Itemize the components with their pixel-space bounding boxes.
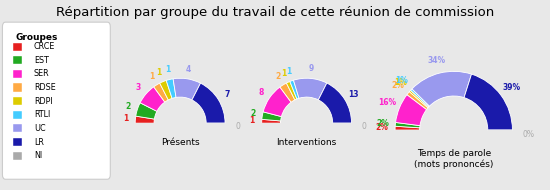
Wedge shape xyxy=(263,87,291,117)
Text: 1: 1 xyxy=(249,116,255,125)
Text: 1%: 1% xyxy=(394,78,407,87)
FancyBboxPatch shape xyxy=(2,22,111,179)
Wedge shape xyxy=(411,89,430,107)
Wedge shape xyxy=(294,78,327,100)
Text: Groupes: Groupes xyxy=(15,33,58,42)
Text: 0: 0 xyxy=(235,122,240,131)
Text: RDSE: RDSE xyxy=(34,83,56,92)
Wedge shape xyxy=(192,83,225,123)
Text: 4: 4 xyxy=(186,65,191,74)
Text: 9: 9 xyxy=(309,64,314,73)
Text: RTLI: RTLI xyxy=(34,110,50,119)
Wedge shape xyxy=(280,83,295,102)
Text: NI: NI xyxy=(34,151,42,160)
Wedge shape xyxy=(287,82,297,100)
Wedge shape xyxy=(395,130,513,189)
Text: 0: 0 xyxy=(362,122,366,131)
Bar xyxy=(13,138,21,146)
Wedge shape xyxy=(395,122,420,128)
Text: 34%: 34% xyxy=(427,56,446,65)
Wedge shape xyxy=(318,83,351,123)
Text: 1: 1 xyxy=(282,69,287,78)
Text: 1: 1 xyxy=(286,67,291,76)
Wedge shape xyxy=(160,80,172,100)
Text: 1: 1 xyxy=(123,114,128,123)
Wedge shape xyxy=(412,71,471,106)
Wedge shape xyxy=(290,80,299,99)
Text: 7: 7 xyxy=(224,90,229,99)
Wedge shape xyxy=(464,74,513,130)
Bar xyxy=(13,70,21,78)
Text: 0%: 0% xyxy=(523,130,535,139)
Text: 2: 2 xyxy=(275,72,280,81)
Text: Présents: Présents xyxy=(161,138,200,146)
Text: 1: 1 xyxy=(157,68,162,77)
Bar xyxy=(13,111,21,119)
Text: 1: 1 xyxy=(164,65,170,74)
Text: 13: 13 xyxy=(348,90,359,99)
Wedge shape xyxy=(135,123,225,168)
Text: UC: UC xyxy=(34,124,46,133)
Text: 3: 3 xyxy=(136,83,141,92)
Wedge shape xyxy=(262,123,351,168)
Bar xyxy=(13,152,21,160)
Bar xyxy=(13,97,21,105)
Wedge shape xyxy=(262,119,280,123)
Text: SER: SER xyxy=(34,69,50,78)
Text: CRCE: CRCE xyxy=(34,42,56,51)
Wedge shape xyxy=(166,79,176,98)
Text: 39%: 39% xyxy=(503,83,521,92)
Text: 2%: 2% xyxy=(392,81,405,89)
Text: EST: EST xyxy=(34,56,49,65)
Wedge shape xyxy=(153,83,168,102)
Bar xyxy=(13,56,21,64)
Text: 16%: 16% xyxy=(378,98,397,107)
Wedge shape xyxy=(409,90,429,108)
Text: RDPI: RDPI xyxy=(34,97,53,106)
Wedge shape xyxy=(135,116,155,123)
Text: 8: 8 xyxy=(258,88,264,97)
Text: Temps de parole
(mots prononcés): Temps de parole (mots prononcés) xyxy=(414,149,493,169)
Bar xyxy=(13,124,21,132)
Text: Interventions: Interventions xyxy=(277,138,337,146)
Text: Répartition par groupe du travail de cette réunion de commission: Répartition par groupe du travail de cet… xyxy=(56,6,494,19)
Wedge shape xyxy=(407,92,428,109)
Text: LR: LR xyxy=(34,138,44,146)
Text: 2: 2 xyxy=(250,109,255,118)
Bar xyxy=(13,43,21,51)
Wedge shape xyxy=(173,78,201,100)
Text: 2: 2 xyxy=(125,102,131,111)
Wedge shape xyxy=(140,87,165,111)
Wedge shape xyxy=(395,95,427,126)
Text: 2%: 2% xyxy=(376,119,389,128)
Wedge shape xyxy=(136,103,157,119)
Text: 1: 1 xyxy=(149,72,154,81)
Bar xyxy=(13,83,21,92)
Wedge shape xyxy=(395,126,420,130)
Wedge shape xyxy=(262,112,282,121)
Text: 2%: 2% xyxy=(376,123,389,132)
Text: 1%: 1% xyxy=(395,76,408,85)
